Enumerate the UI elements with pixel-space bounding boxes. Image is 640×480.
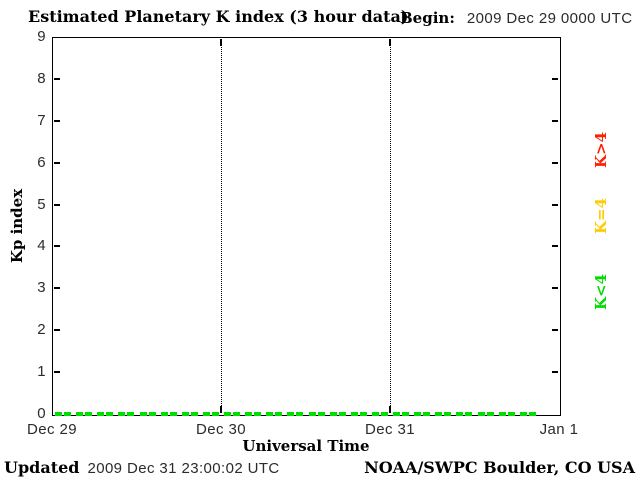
kp-bar-dash	[371, 412, 379, 416]
kp-bar-dash	[329, 412, 337, 416]
updated-label: Updated	[4, 458, 80, 477]
y-tick-mark-left	[54, 245, 60, 248]
kp-bar-dash	[224, 412, 231, 416]
kp-bar-dash	[317, 412, 325, 416]
day-boundary-gridline	[221, 39, 222, 412]
y-tick-label: 5	[37, 195, 46, 213]
begin-caption: Begin: 2009 Dec 29 0000 UTC	[400, 9, 632, 27]
y-tick-mark-left	[54, 77, 60, 80]
legend-item-k-eq-4: K=4	[592, 197, 610, 235]
kp-bar-dash	[139, 412, 147, 416]
kp-bar-dash	[55, 412, 62, 416]
kp-bar-dash	[519, 412, 527, 416]
kp-bar-dash	[245, 412, 253, 416]
y-tick-mark-left	[54, 119, 60, 122]
kp-bar-dash	[465, 412, 473, 416]
kp-bar-dash	[498, 412, 506, 416]
kp-bar-dash	[64, 412, 71, 416]
kp-bar-dash	[275, 412, 283, 416]
kp-bar-dash	[211, 412, 219, 416]
kp-bar-dash	[118, 412, 126, 416]
y-tick-mark-left	[54, 371, 60, 374]
y-tick-label: 6	[37, 153, 46, 171]
x-tick-mark-bottom	[220, 406, 222, 413]
kp-bar-dash	[127, 412, 135, 416]
kp-bar-dash	[528, 412, 536, 416]
day-boundary-gridline	[390, 39, 391, 412]
y-tick-mark-left	[54, 287, 60, 290]
kp-bar-dash	[350, 412, 358, 416]
x-tick-mark-top	[220, 39, 222, 46]
x-tick-mark-bottom	[389, 406, 391, 413]
x-axis-title: Universal Time	[242, 437, 370, 455]
kp-bar-dash	[76, 412, 84, 416]
y-tick-mark-left	[54, 329, 60, 332]
y-tick-label: 4	[37, 237, 46, 255]
legend-item-k-lt-4: K<4	[592, 273, 610, 311]
kp-bar-dash	[181, 412, 189, 416]
kp-bar-dash	[296, 412, 304, 416]
y-tick-mark-right	[552, 371, 558, 374]
y-tick-mark-right	[552, 161, 558, 164]
kp-bar-dash	[160, 412, 168, 416]
y-tick-mark-right	[552, 329, 558, 332]
y-tick-mark-left	[54, 203, 60, 206]
y-tick-mark-right	[552, 245, 558, 248]
x-tick-label: Dec 31	[365, 421, 415, 438]
kp-bar-dash	[444, 412, 452, 416]
kp-bar-dash	[106, 412, 114, 416]
y-tick-label: 2	[37, 321, 46, 339]
kp-bar-dash	[308, 412, 316, 416]
y-tick-mark-right	[552, 203, 558, 206]
kp-bar-dash	[423, 412, 431, 416]
kp-bar-dash	[85, 412, 93, 416]
kp-bar-dash	[169, 412, 177, 416]
kp-bar-dash	[393, 412, 400, 416]
kp-bar-dash	[435, 412, 443, 416]
kp-bar-dash	[338, 412, 346, 416]
kp-bar-dash	[380, 412, 388, 416]
kp-bar-dash	[402, 412, 409, 416]
y-tick-label: 1	[37, 363, 46, 381]
x-tick-label: Dec 29	[27, 421, 77, 438]
kp-bar-dash	[456, 412, 464, 416]
kp-bar-dash	[202, 412, 210, 416]
chart-title: Estimated Planetary K index (3 hour data…	[28, 7, 409, 26]
kp-bar-dash	[254, 412, 262, 416]
y-tick-mark-right	[552, 287, 558, 290]
source-credit: NOAA/SWPC Boulder, CO USA	[364, 458, 635, 477]
kp-bar-dash	[486, 412, 494, 416]
y-tick-label: 8	[37, 69, 46, 87]
legend-item-k-gt-4: K>4	[592, 131, 610, 169]
plot-frame	[52, 37, 561, 416]
kp-bar-dash	[507, 412, 515, 416]
y-tick-mark-right	[552, 119, 558, 122]
y-tick-mark-right	[552, 77, 558, 80]
y-tick-label: 7	[37, 111, 46, 129]
kp-bar-dash	[359, 412, 367, 416]
updated-caption: Updated 2009 Dec 31 23:00:02 UTC	[4, 458, 280, 477]
kp-bar-dash	[287, 412, 295, 416]
kp-bar-dash	[190, 412, 198, 416]
kp-bar-dash	[266, 412, 274, 416]
updated-value: 2009 Dec 31 23:00:02 UTC	[87, 460, 280, 477]
y-tick-label: 3	[37, 279, 46, 297]
kp-bar-dash	[233, 412, 240, 416]
x-tick-label: Dec 30	[196, 421, 246, 438]
begin-value: 2009 Dec 29 0000 UTC	[466, 10, 633, 27]
kp-bar-dash	[148, 412, 156, 416]
kp-bar-dash	[477, 412, 485, 416]
y-tick-label: 0	[37, 405, 46, 422]
y-tick-label: 9	[37, 28, 46, 45]
begin-label: Begin:	[400, 9, 455, 27]
kp-bar-dash	[414, 412, 422, 416]
x-tick-label: Jan 1	[539, 421, 579, 438]
kp-bar-dash	[97, 412, 105, 416]
x-tick-mark-top	[389, 39, 391, 46]
y-tick-mark-left	[54, 161, 60, 164]
